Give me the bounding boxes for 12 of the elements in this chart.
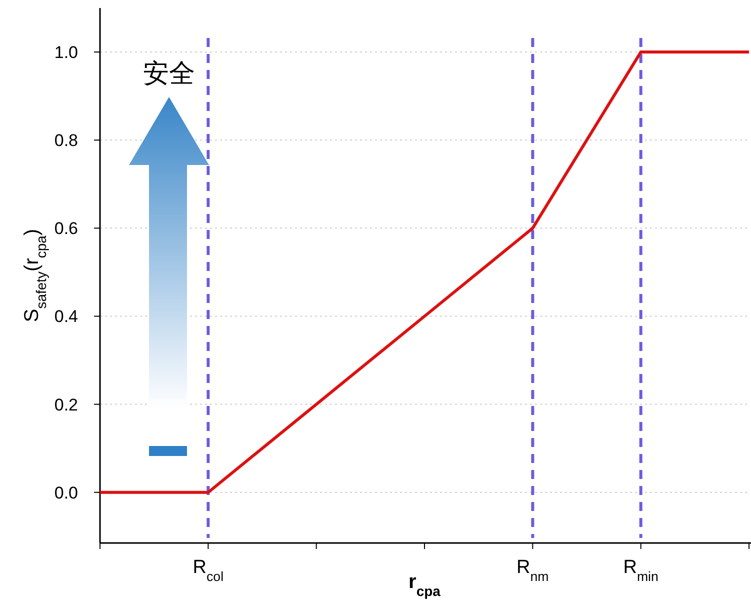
y-tick-label: 0.4 bbox=[54, 307, 78, 326]
y-tick-label: 0.6 bbox=[54, 219, 78, 238]
annotation: 安全 bbox=[143, 58, 195, 88]
x-tick-label: R$_{nm}$ bbox=[516, 557, 549, 584]
y-tick-label: 1.0 bbox=[54, 43, 78, 62]
x-tick-label: R$_{col}$ bbox=[192, 557, 224, 584]
y-tick-label: 0.2 bbox=[54, 395, 78, 414]
y-tick-label: 0.8 bbox=[54, 131, 78, 150]
line-series bbox=[98, 50, 750, 494]
x-axis-title: r$_{cpa}$ bbox=[408, 571, 441, 599]
x-tick-label: R$_{min}$ bbox=[623, 557, 658, 584]
y-tick-label: 0.0 bbox=[54, 483, 78, 502]
